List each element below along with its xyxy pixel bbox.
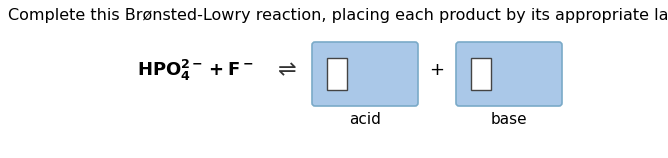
Text: base: base: [491, 112, 527, 128]
FancyBboxPatch shape: [456, 42, 562, 106]
FancyBboxPatch shape: [312, 42, 418, 106]
Text: $\mathbf{HPO_4^{2-} + F^-}$: $\mathbf{HPO_4^{2-} + F^-}$: [137, 58, 253, 82]
Bar: [327, 58, 347, 90]
Text: acid: acid: [349, 112, 381, 128]
Text: +: +: [430, 61, 444, 79]
Bar: [471, 58, 491, 90]
Text: Complete this Brønsted-Lowry reaction, placing each product by its appropriate l: Complete this Brønsted-Lowry reaction, p…: [8, 8, 668, 23]
Text: $\rightleftharpoons$: $\rightleftharpoons$: [273, 60, 297, 80]
